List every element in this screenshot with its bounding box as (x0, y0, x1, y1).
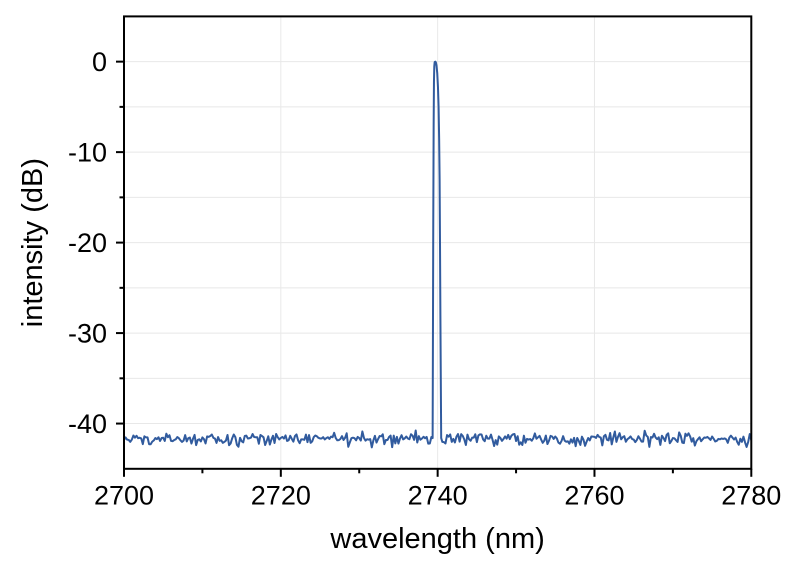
x-tick-labels: 2700 2720 2740 2760 2780 (94, 480, 781, 510)
data-series (124, 60, 752, 449)
series-spectrum (124, 60, 752, 449)
x-tick-label: 2760 (564, 480, 624, 510)
y-tick-label: -10 (68, 138, 107, 168)
axis-ticks (116, 60, 753, 477)
y-tick-label: 0 (92, 47, 107, 77)
y-axis-title: intensity (dB) (17, 158, 49, 327)
y-tick-label: -30 (68, 319, 107, 349)
x-axis-title: wavelength (nm) (329, 523, 544, 555)
x-tick-label: 2720 (251, 480, 311, 510)
gridlines (124, 16, 752, 469)
y-tick-label: -40 (68, 409, 107, 439)
x-tick-label: 2780 (721, 480, 781, 510)
x-tick-label: 2700 (94, 480, 154, 510)
x-tick-label: 2740 (408, 480, 468, 510)
y-tick-labels: 0 -10 -20 -30 -40 (68, 47, 107, 439)
y-tick-label: -20 (68, 228, 107, 258)
